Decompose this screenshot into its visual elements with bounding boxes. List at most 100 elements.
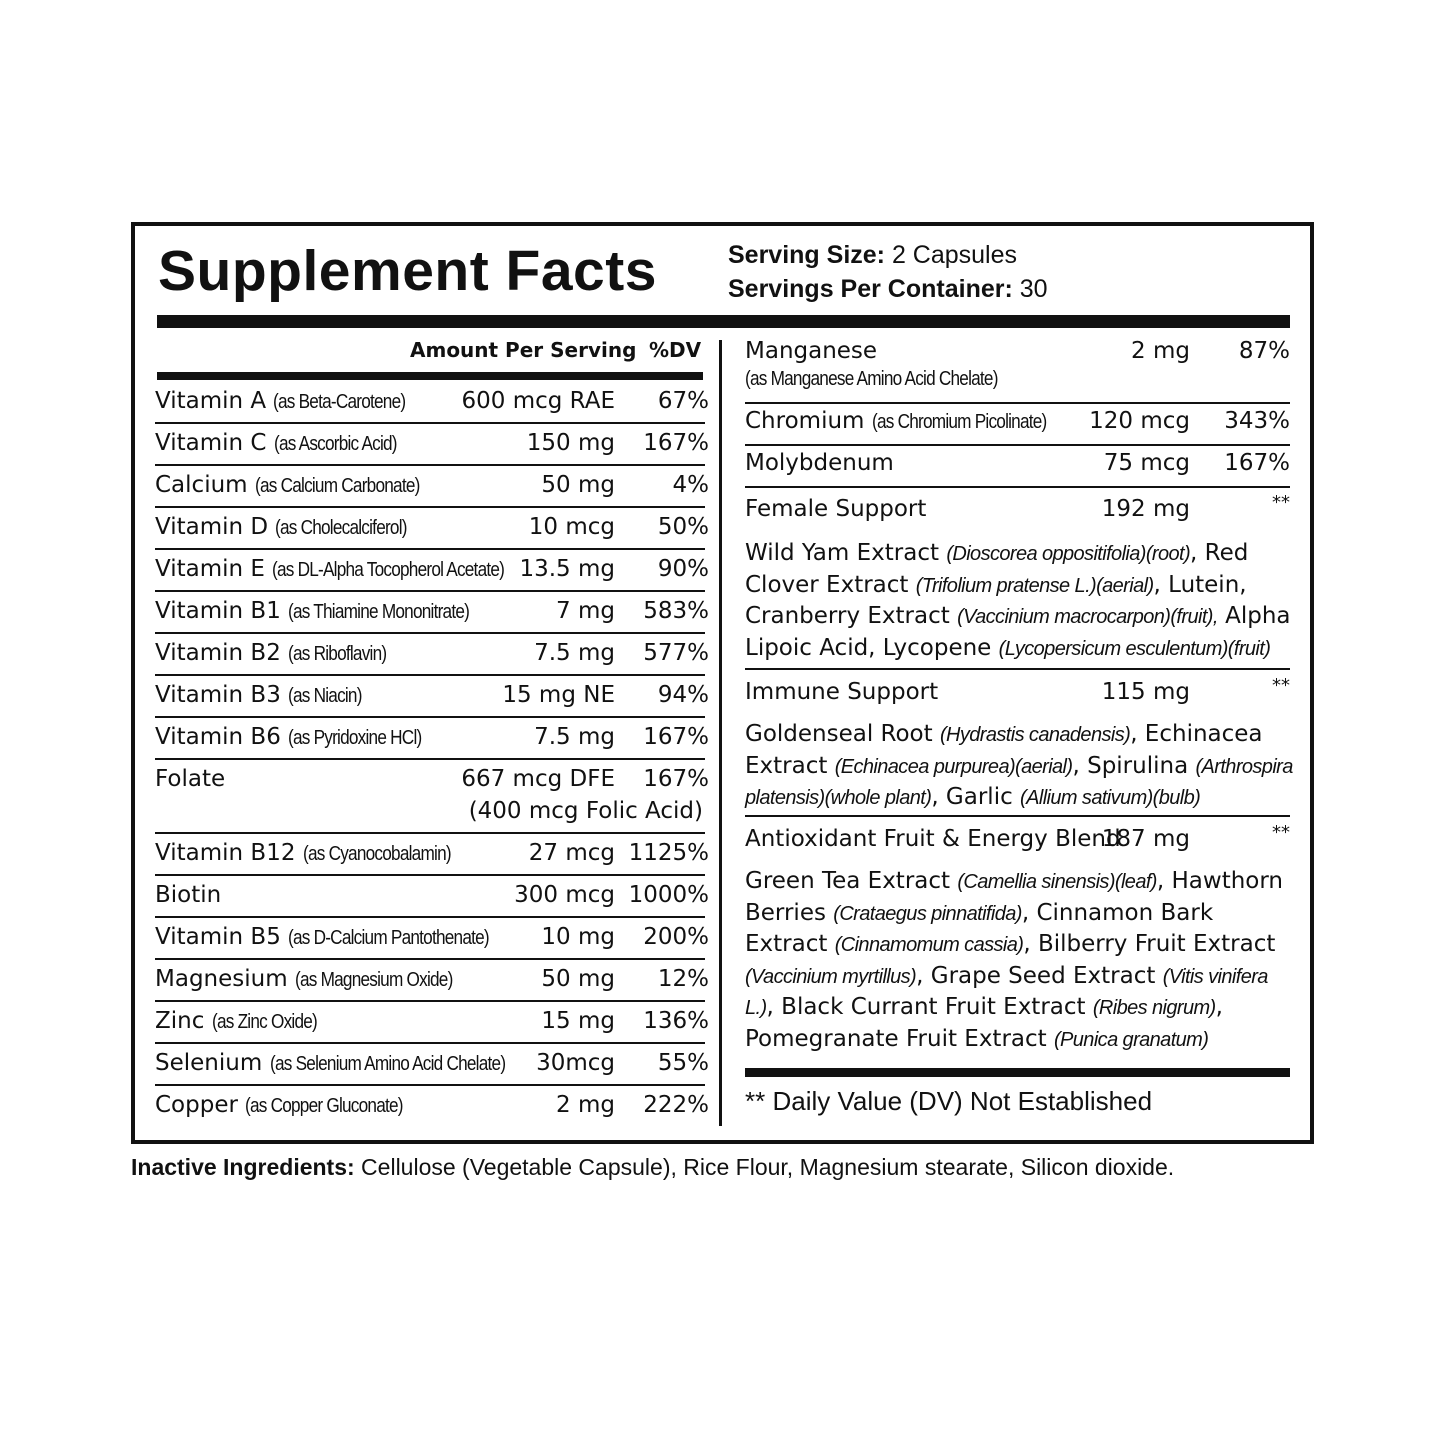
nutrient-name: Vitamin B5 (as D-Calcium Pantothenate)	[155, 924, 522, 950]
nutrient-name: Vitamin A (as Beta-Carotene)	[155, 388, 427, 414]
nutrient-amount: 7 mg	[556, 598, 615, 624]
ingredient-botanical-name: (Hydrastis canadensis)	[939, 724, 1131, 746]
nutrient-source: (as Zinc Oxide)	[211, 1011, 318, 1033]
nutrient-amount: 10 mcg	[528, 514, 615, 540]
nutrient-label: Vitamin C	[155, 430, 267, 456]
row-divider	[745, 815, 1290, 817]
vitamins-column: Amount Per Serving %DV Vitamin A (as Bet…	[155, 338, 709, 1126]
nutrient-name: Folate	[155, 766, 225, 792]
ingredient-name: Alpha Lipoic Acid, Lycopene	[745, 603, 1291, 661]
ingredient-name: Green Tea Extract	[745, 868, 958, 894]
nutrient-label: Vitamin B5	[155, 924, 281, 950]
blend-name: Antioxidant Fruit & Energy Blend	[745, 826, 1121, 852]
nutrient-label: Folate	[155, 766, 226, 792]
blend-amount: 115 mg	[1101, 679, 1190, 705]
nutrient-row: Vitamin B1 (as Thiamine Mononitrate) 7 mg…	[155, 592, 709, 634]
row-divider	[745, 668, 1290, 670]
column-divider	[719, 340, 722, 1126]
inactive-ingredients: Inactive Ingredients: Cellulose (Vegetab…	[131, 1154, 1175, 1180]
nutrient-name: Vitamin B1 (as Thiamine Mononitrate)	[155, 598, 499, 624]
nutrient-amount: 600 mcg RAE	[461, 388, 616, 414]
ingredient-botanical-name: (Crataegus pinnatifida)	[833, 902, 1022, 925]
ingredient-botanical-name: (Vaccinium macrocarpon)(fruit),	[957, 606, 1218, 628]
nutrient-label: Vitamin B2	[155, 640, 281, 666]
nutrient-dv: 50%	[657, 514, 709, 540]
nutrient-dv: 55%	[657, 1050, 709, 1076]
nutrient-dv: 583%	[643, 598, 709, 624]
ingredient-name: , Bilberry Fruit Extract	[1023, 931, 1276, 957]
nutrient-amount: 50 mg	[541, 472, 615, 498]
nutrient-name: Vitamin B6 (as Pyridoxine HCl)	[155, 724, 443, 750]
nutrient-row: Vitamin B12 (as Cyanocobalamin) 27 mcg 112…	[155, 834, 709, 876]
nutrient-row: Calcium (as Calcium Carbonate) 50 mg 4%	[155, 466, 709, 508]
nutrient-row: Selenium (as Selenium Amino Acid Chelate…	[155, 1044, 709, 1086]
nutrient-row: Vitamin B3 (as Niacin) 15 mg NE 94%	[155, 676, 709, 718]
nutrient-dv: 12%	[657, 966, 709, 992]
row-divider	[745, 486, 1290, 488]
ingredient-botanical-name: (Punica granatum)	[1053, 1028, 1209, 1051]
ingredient-botanical-name: (Ribes nigrum)	[1092, 997, 1216, 1019]
ingredient-botanical-name: (Dioscorea oppositifolia)(root)	[946, 543, 1191, 565]
nutrient-label: Biotin	[155, 882, 222, 908]
nutrient-dv: 94%	[657, 682, 709, 708]
blend-amount: 187 mg	[1101, 826, 1190, 852]
nutrient-row: Folate 667 mcg DFE 167% (400 mcg Folic Acid…	[155, 760, 709, 834]
nutrient-label: Vitamin D	[155, 514, 269, 540]
nutrient-label: Zinc	[155, 1008, 205, 1034]
blend-dv: **	[1272, 492, 1290, 513]
ingredient-botanical-name: (Camellia sinensis)(leaf)	[957, 871, 1157, 893]
nutrient-dv: 167%	[643, 430, 709, 456]
nutrient-amount: 7.5 mg	[534, 724, 615, 750]
row-divider	[745, 402, 1290, 404]
ingredient-name: Goldenseal Root	[745, 721, 940, 747]
ingredient-name: Wild Yam Extract	[745, 540, 947, 566]
nutrient-label: Vitamin E	[155, 556, 265, 582]
ingredient-botanical-name: (Trifolium pratense L.)(aerial)	[915, 574, 1154, 597]
ingredient-name: , Echinacea Extract	[745, 721, 1263, 779]
nutrient-source: (as Calcium Carbonate)	[254, 475, 420, 497]
nutrient-dv: 167%	[643, 724, 709, 750]
nutrient-source: (as Copper Gluconate)	[245, 1095, 404, 1117]
nutrient-dv: 4%	[672, 472, 710, 498]
nutrient-dv: 136%	[643, 1008, 709, 1034]
nutrient-name: Vitamin C (as Ascorbic Acid)	[155, 430, 417, 456]
nutrient-name: Copper (as Copper Gluconate)	[155, 1092, 429, 1118]
blend-dv: **	[1272, 822, 1290, 843]
nutrient-row: Vitamin E (as DL-Alpha Tocopherol Acetat…	[155, 550, 709, 592]
nutrient-source: (as Cyanocobalamin)	[302, 843, 452, 865]
nutrient-row: Vitamin A (as Beta-Carotene) 600 mcg RAE 6…	[155, 382, 709, 424]
nutrient-row: Vitamin B6 (as Pyridoxine HCl) 7.5 mg 167%	[155, 718, 709, 760]
ingredient-botanical-name: (Lycopersicum esculentum)(fruit)	[998, 637, 1271, 660]
nutrient-amount: 667 mcg DFE	[461, 766, 615, 792]
nutrient-amount: 15 mg	[541, 1008, 615, 1034]
nutrient-label: Copper	[155, 1092, 238, 1118]
nutrient-name: Vitamin B12 (as Cyanocobalamin)	[155, 840, 475, 866]
nutrient-row: Vitamin B2 (as Riboflavin) 7.5 mg 577%	[155, 634, 709, 676]
nutrient-label: Vitamin B12	[155, 840, 296, 866]
nutrient-label: Vitamin B3	[155, 682, 281, 708]
ingredient-name: , Spirulina	[1072, 752, 1196, 779]
nutrient-row: Biotin 300 mcg 1000%	[155, 876, 709, 918]
nutrient-amount: 13.5 mg	[519, 556, 615, 582]
nutrient-source: (as D-Calcium Pantothenate)	[288, 927, 490, 949]
nutrient-label: Vitamin A	[155, 388, 267, 414]
ingredient-name: , Red Clover Extract	[745, 540, 1249, 598]
nutrient-row-manganese: Manganese (as Manganese Amino Acid Chela…	[745, 338, 1290, 390]
blend-name: Immune Support	[745, 679, 939, 705]
footnote-divider	[745, 1068, 1290, 1077]
ingredient-botanical-name: (Vitis vinifera L.)	[745, 965, 1268, 1020]
nutrient-row: Magnesium (as Magnesium Oxide) 50 mg 12%	[155, 960, 709, 1002]
nutrient-source: (as DL-Alpha Tocopherol Acetate)	[272, 559, 505, 581]
dv-header: %DV	[649, 338, 702, 362]
nutrient-dv: 167%	[643, 766, 709, 792]
nutrient-amount: 50 mg	[541, 966, 615, 992]
nutrient-name: Calcium (as Calcium Carbonate)	[155, 472, 446, 498]
nutrient-name: Magnesium (as Magnesium Oxide)	[155, 966, 478, 992]
nutrient-name: Vitamin B2 (as Riboflavin)	[155, 640, 402, 666]
ingredient-botanical-name: (Allium sativum)(bulb)	[1020, 787, 1201, 809]
nutrient-label: Magnesium	[155, 966, 288, 992]
blend-dv: **	[1272, 675, 1290, 696]
nutrient-name: Zinc (as Zinc Oxide)	[155, 1008, 334, 1034]
nutrient-dv: 577%	[643, 640, 709, 666]
nutrient-amount: 150 mg	[526, 430, 615, 456]
